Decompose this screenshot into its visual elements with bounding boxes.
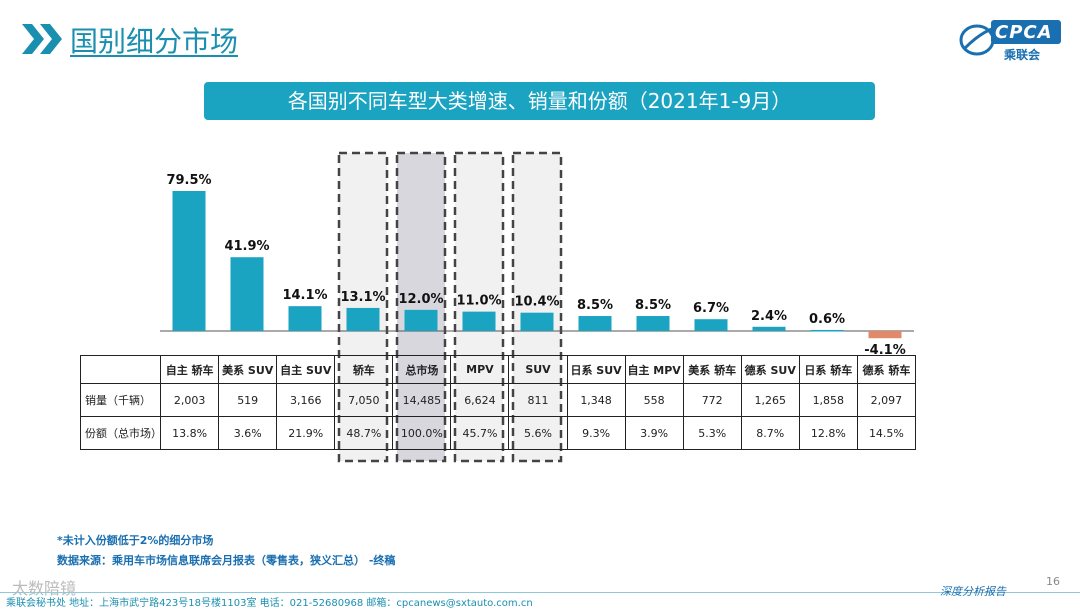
table-cell: 21.9% [276, 416, 336, 450]
table-header-cell: 轿车 [334, 355, 394, 384]
table-cell: 13.8% [160, 416, 220, 450]
table-cell: 3.9% [624, 416, 684, 450]
bar-label-3: 13.1% [340, 290, 385, 305]
footer-contact: 乘联会秘书处 地址：上海市武宁路423号18号楼1103室 电话：021-526… [6, 598, 533, 609]
bar-label-11: 0.6% [809, 312, 845, 327]
bar-2 [288, 306, 322, 331]
page-number: 16 [1046, 575, 1060, 588]
table-cell: 811 [508, 383, 568, 417]
table-cell: 7,050 [334, 383, 394, 417]
table-row-share: 份额（总市场） 13.8% 3.6% 21.9% 48.7% 100.0% 45.7% 5.6… [79, 416, 917, 450]
table-header-cell: 自主 SUV [276, 355, 336, 384]
table-cell: 14,485 [392, 383, 452, 417]
bar-11 [810, 329, 844, 332]
table-header-cell: 日系 SUV [566, 355, 626, 384]
footnote-share: *未计入份额低于2%的细分市场 [57, 534, 214, 547]
bar-5 [462, 311, 496, 331]
table-header-cell: SUV [508, 355, 568, 384]
bar-9 [694, 319, 728, 331]
logo-subtitle: 乘联会 [1004, 48, 1041, 62]
table-cell: 14.5% [856, 416, 917, 450]
table-header-cell: 美系 轿车 [682, 355, 742, 384]
footnote-source: 数据来源：乘用车市场信息联席会月报表（零售表，狭义汇总） -终稿 [57, 554, 396, 567]
chevron-double-icon [22, 24, 62, 54]
watermark-text: 太数陪镜 [12, 579, 77, 598]
table-cell: 100.0% [392, 416, 452, 450]
table-cell: 12.8% [798, 416, 858, 450]
page-title: 国别细分市场 [70, 25, 239, 58]
table-cell: 6,624 [450, 383, 510, 417]
table-cell: 9.3% [566, 416, 626, 450]
bar-label-2: 14.1% [282, 288, 327, 303]
table-cell: 558 [624, 383, 684, 417]
table-header-cell: 德系 SUV [740, 355, 800, 384]
table-cell: 519 [218, 383, 278, 417]
table-cell: 5.3% [682, 416, 742, 450]
bar-label-0: 79.5% [166, 173, 211, 188]
cpca-logo [959, 20, 1061, 56]
table-cell: 1,858 [798, 383, 858, 417]
table-header-cell: 总市场 [392, 355, 452, 384]
data-table: 自主 轿车 美系 SUV 自主 SUV 轿车 总市场 MPV SUV 日系 SUV 自主 MPV… [79, 355, 917, 450]
table-cell: 2,097 [856, 383, 917, 417]
footer-report-label: 深度分析报告 [940, 585, 1006, 598]
bar-label-12: -4.1% [864, 343, 905, 358]
table-header-cell: MPV [450, 355, 510, 384]
bar-label-1: 41.9% [224, 239, 269, 254]
footer-divider [0, 592, 1080, 593]
table-cell: 1,265 [740, 383, 800, 417]
bar-label-4: 12.0% [398, 292, 443, 307]
table-cell: 2,003 [160, 383, 220, 417]
table-header-row: 自主 轿车 美系 SUV 自主 SUV 轿车 总市场 MPV SUV 日系 SUV 自主 MPV… [79, 355, 917, 384]
bar-0 [172, 191, 206, 331]
bar-8 [636, 316, 670, 331]
bar-label-5: 11.0% [456, 294, 501, 309]
bar-4 [404, 309, 438, 331]
bar-label-9: 6.7% [693, 301, 729, 316]
table-cell: 48.7% [334, 416, 394, 450]
bar-3 [346, 307, 380, 331]
table-row-sales: 销量（千辆） 2,003 519 3,166 7,050 14,485 6,624 811 1,… [79, 383, 917, 417]
bar-6 [520, 312, 554, 331]
logo-text: CPCA [995, 22, 1053, 43]
table-header-cell: 自主 轿车 [160, 355, 220, 384]
table-header-cell: 美系 SUV [218, 355, 278, 384]
table-cell: 3.6% [218, 416, 278, 450]
table-cell: 5.6% [508, 416, 568, 450]
table-cell: 8.7% [740, 416, 800, 450]
bar-12 [868, 331, 902, 339]
table-cell: 772 [682, 383, 742, 417]
bar-label-6: 10.4% [514, 295, 559, 310]
table-cell: 45.7% [450, 416, 510, 450]
bar-label-10: 2.4% [751, 309, 787, 324]
table-cell: 3,166 [276, 383, 336, 417]
table-corner [79, 355, 162, 384]
table-header-cell: 日系 轿车 [798, 355, 858, 384]
bar-10 [752, 326, 786, 331]
table-row-label: 销量（千辆） [79, 383, 162, 417]
table-header-cell: 德系 轿车 [856, 355, 917, 384]
table-row-label: 份额（总市场） [79, 416, 162, 450]
bar-7 [578, 316, 612, 331]
chart-title: 各国别不同车型大类增速、销量和份额（2021年1-9月） [204, 82, 875, 120]
bar-1 [230, 257, 264, 331]
table-header-cell: 自主 MPV [624, 355, 684, 384]
bar-label-8: 8.5% [635, 298, 671, 313]
bar-label-7: 8.5% [577, 298, 613, 313]
table-cell: 1,348 [566, 383, 626, 417]
